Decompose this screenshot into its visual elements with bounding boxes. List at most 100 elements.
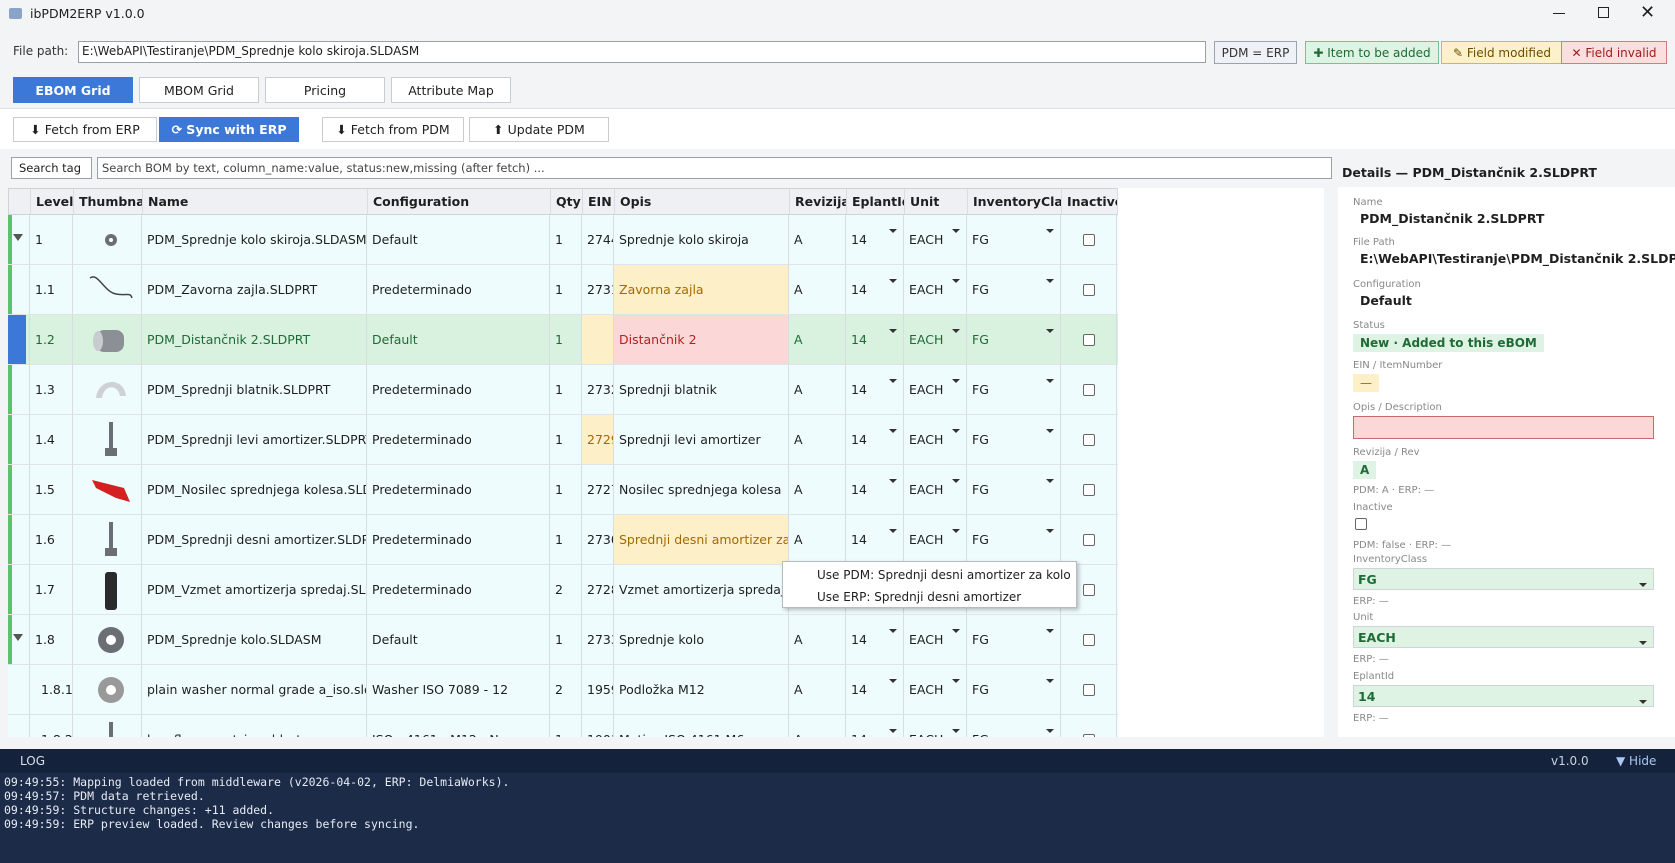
tab[interactable]: EBOM Grid: [13, 77, 133, 103]
inactive-cell[interactable]: [1061, 615, 1117, 664]
checkbox[interactable]: [1082, 483, 1095, 496]
search-tag[interactable]: Search tag: [11, 157, 92, 179]
grid-cell[interactable]: FG: [967, 215, 1061, 264]
grid-cell[interactable]: FG: [967, 665, 1061, 714]
grid-row[interactable]: 1 PDM_Sprednje kolo skiroja.SLDASM Default…: [8, 215, 1118, 265]
inactive-cell[interactable]: [1061, 465, 1117, 514]
column-header[interactable]: Level: [31, 189, 74, 214]
grid-cell[interactable]: EACH: [904, 515, 967, 564]
grid-cell[interactable]: FG: [967, 615, 1061, 664]
menu-item[interactable]: Use PDM: Sprednji desni amortizer za kol…: [817, 568, 1071, 582]
checkbox[interactable]: [1082, 733, 1095, 737]
grid-cell[interactable]: EACH: [904, 265, 967, 314]
action-button[interactable]: ⟳ Sync with ERP: [159, 117, 299, 142]
expand-toggle[interactable]: [13, 634, 23, 646]
file-path-input[interactable]: E:\WebAPI\Testiranje\PDM_Sprednje kolo s…: [78, 41, 1206, 63]
search-input[interactable]: Search BOM by text, column_name:value, s…: [97, 157, 1332, 179]
checkbox[interactable]: [1082, 283, 1095, 296]
field-select[interactable]: EACH: [1353, 626, 1654, 648]
grid-cell[interactable]: EACH: [904, 465, 967, 514]
grid-cell[interactable]: FG: [967, 265, 1061, 314]
grid-cell[interactable]: EACH: [904, 365, 967, 414]
grid-cell[interactable]: EACH: [904, 415, 967, 464]
inactive-cell[interactable]: [1061, 315, 1117, 364]
grid-cell[interactable]: EACH: [904, 665, 967, 714]
column-header[interactable]: Name: [143, 189, 368, 214]
grid-row[interactable]: 1.8.2 hex flange nut_iso.sldprtISO - 4161…: [8, 715, 1118, 737]
tab[interactable]: Pricing: [265, 77, 385, 103]
grid-cell[interactable]: EACH: [904, 315, 967, 364]
grid-cell[interactable]: FG: [967, 415, 1061, 464]
inactive-cell[interactable]: [1061, 215, 1117, 264]
log-toggle[interactable]: ▼ Hide: [1616, 754, 1657, 768]
grid-row[interactable]: 1.5 PDM_Nosilec sprednjega kolesa.SLDPRTP…: [8, 465, 1118, 515]
checkbox[interactable]: [1082, 533, 1095, 546]
inactive-checkbox[interactable]: [1355, 518, 1367, 530]
grid-cell[interactable]: 14: [846, 615, 904, 664]
grid-cell[interactable]: 14: [846, 315, 904, 364]
checkbox[interactable]: [1082, 333, 1095, 346]
grid-cell[interactable]: FG: [967, 515, 1061, 564]
inactive-cell[interactable]: [1061, 665, 1117, 714]
inactive-cell[interactable]: [1061, 415, 1117, 464]
grid-row[interactable]: 1.2 PDM_Distančnik 2.SLDPRT Default 1 Distan…: [8, 315, 1118, 365]
column-header[interactable]: EplantId: [847, 189, 905, 214]
grid-cell[interactable]: EACH: [904, 615, 967, 664]
minimize[interactable]: [1553, 13, 1565, 14]
tab[interactable]: Attribute Map: [391, 77, 511, 103]
grid-cell[interactable]: FG: [967, 715, 1061, 737]
column-header[interactable]: Qty: [551, 189, 583, 214]
action-button[interactable]: ⬇ Fetch from PDM: [322, 117, 464, 142]
grid-cell[interactable]: FG: [967, 465, 1061, 514]
column-header[interactable]: Thumbnail: [74, 189, 143, 214]
description-input[interactable]: [1353, 416, 1654, 439]
grid-cell[interactable]: 14: [846, 715, 904, 737]
checkbox[interactable]: [1082, 433, 1095, 446]
column-header[interactable]: Revizija: [790, 189, 847, 214]
action-button[interactable]: ⬇ Fetch from ERP: [13, 117, 157, 142]
grid-cell[interactable]: EACH: [904, 715, 967, 737]
field-select[interactable]: FG: [1353, 568, 1654, 590]
inactive-cell[interactable]: [1061, 365, 1117, 414]
grid-row[interactable]: 1.4 PDM_Sprednji levi amortizer.SLDPRT Pre…: [8, 415, 1118, 465]
grid-row[interactable]: 1.6 PDM_Sprednji desni amortizer.SLDPRT Pr…: [8, 515, 1118, 565]
field-label: Revizija / Rev: [1353, 447, 1420, 458]
checkbox[interactable]: [1082, 233, 1095, 246]
action-button[interactable]: ⬆ Update PDM: [469, 117, 609, 142]
grid-cell[interactable]: 14: [846, 465, 904, 514]
grid-cell[interactable]: 14: [846, 665, 904, 714]
column-header[interactable]: InventoryClass: [968, 189, 1062, 214]
column-header[interactable]: Opis: [615, 189, 790, 214]
grid-row[interactable]: 1.3 PDM_Sprednji blatnik.SLDPRT Predetermi…: [8, 365, 1118, 415]
grid-cell[interactable]: 14: [846, 215, 904, 264]
expand-toggle[interactable]: [13, 234, 23, 246]
checkbox[interactable]: [1082, 683, 1095, 696]
grid-cell[interactable]: 14: [846, 515, 904, 564]
field-value: Default: [1360, 293, 1412, 308]
checkbox[interactable]: [1082, 583, 1095, 596]
grid-cell[interactable]: EACH: [904, 215, 967, 264]
maximize[interactable]: [1598, 7, 1609, 18]
column-header[interactable]: Unit: [905, 189, 968, 214]
checkbox[interactable]: [1082, 633, 1095, 646]
column-header[interactable]: Configuration: [368, 189, 551, 214]
grid-row[interactable]: 1.1 PDM_Zavorna zajla.SLDPRT Predeterminad…: [8, 265, 1118, 315]
close[interactable]: ✕: [1640, 2, 1656, 23]
inactive-cell[interactable]: [1061, 715, 1117, 737]
inactive-cell[interactable]: [1061, 265, 1117, 314]
grid-row[interactable]: 1.8.1 plain washer normal grade a_iso.sld…: [8, 665, 1118, 715]
grid-row[interactable]: 1.8 PDM_Sprednje kolo.SLDASMDefault12733S…: [8, 615, 1118, 665]
menu-item[interactable]: Use ERP: Sprednji desni amortizer: [817, 590, 1022, 604]
inactive-cell[interactable]: [1061, 515, 1117, 564]
inactive-cell[interactable]: [1061, 565, 1117, 614]
column-header[interactable]: Inactive: [1062, 189, 1118, 214]
grid-cell[interactable]: 14: [846, 365, 904, 414]
column-header[interactable]: EIN: [583, 189, 615, 214]
grid-cell[interactable]: 14: [846, 265, 904, 314]
grid-cell[interactable]: 14: [846, 415, 904, 464]
grid-cell[interactable]: FG: [967, 315, 1061, 364]
field-select[interactable]: 14: [1353, 685, 1654, 707]
tab[interactable]: MBOM Grid: [139, 77, 259, 103]
grid-cell[interactable]: FG: [967, 365, 1061, 414]
checkbox[interactable]: [1082, 383, 1095, 396]
